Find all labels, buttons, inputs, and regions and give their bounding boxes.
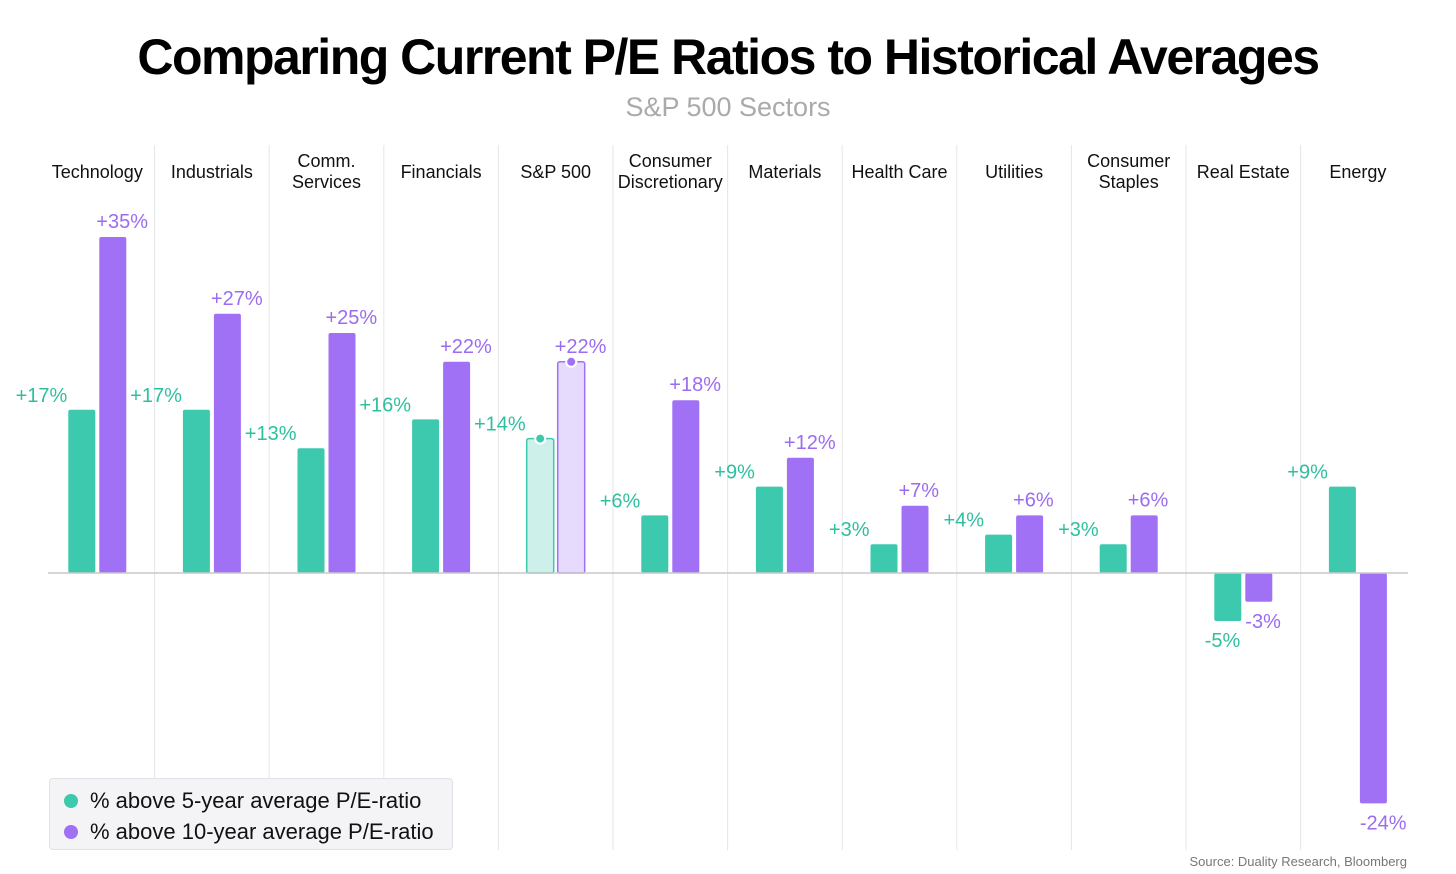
bar-5yr	[755, 486, 783, 573]
data-label: +6%	[1128, 489, 1169, 511]
bar-10yr	[213, 313, 241, 573]
bar-5yr	[412, 419, 440, 573]
data-label: +4%	[944, 510, 985, 532]
highlight-marker	[534, 432, 547, 445]
category-label: S&P 500	[520, 161, 592, 182]
category-label: Technology	[51, 161, 143, 182]
data-label: +6%	[600, 490, 641, 512]
legend-item-10yr: % above 10-year average P/E-ratio	[64, 816, 452, 847]
category-label: Materials	[748, 161, 822, 182]
data-label: +18%	[669, 374, 721, 396]
category-label: Energy	[1329, 161, 1387, 182]
bar-10yr	[443, 361, 471, 573]
highlight-marker	[565, 355, 578, 368]
legend: % above 5-year average P/E-ratio % above…	[49, 778, 453, 850]
data-label: +35%	[96, 211, 148, 233]
data-label: +27%	[211, 288, 263, 310]
data-label: +22%	[440, 336, 492, 358]
bar-10yr	[556, 361, 586, 574]
legend-label: % above 10-year average P/E-ratio	[90, 818, 434, 844]
bar-5yr	[525, 437, 555, 574]
bar-10yr	[786, 457, 814, 573]
bar-5yr	[1214, 573, 1242, 621]
bar-5yr	[297, 448, 325, 573]
bar-10yr	[1130, 515, 1158, 573]
bar-10yr	[1245, 573, 1273, 602]
data-label: +25%	[326, 307, 378, 329]
legend-swatch	[64, 824, 78, 839]
data-label: +9%	[1287, 462, 1328, 484]
bar-5yr	[985, 534, 1013, 573]
bar-5yr	[68, 409, 96, 573]
bar-5yr	[1328, 486, 1356, 573]
category-label: Utilities	[985, 161, 1044, 182]
data-label: +17%	[16, 385, 68, 407]
category-label: Financials	[400, 161, 482, 182]
data-label: +6%	[1013, 489, 1054, 511]
category-label: Real Estate	[1196, 161, 1290, 182]
category-label: Comm. Services	[291, 151, 362, 192]
category-label: Industrials	[170, 161, 253, 182]
bar-5yr	[1099, 544, 1127, 573]
bar-10yr	[99, 237, 127, 573]
data-label: +3%	[1058, 519, 1099, 541]
bar-10yr	[328, 333, 356, 573]
source-note: Source: Duality Research, Bloomberg	[1189, 854, 1408, 869]
data-label: +12%	[784, 432, 836, 454]
category-label: Consumer Staples	[1087, 151, 1171, 192]
bar-10yr	[901, 505, 929, 573]
bar-10yr	[672, 400, 700, 573]
legend-swatch	[64, 793, 78, 808]
legend-label: % above 5-year average P/E-ratio	[90, 787, 422, 813]
data-label: +3%	[829, 519, 870, 541]
data-label: +16%	[359, 394, 411, 416]
bar-10yr	[1016, 515, 1044, 573]
chart-title: Comparing Current P/E Ratios to Historic…	[137, 29, 1320, 85]
legend-item-5yr: % above 5-year average P/E-ratio	[64, 785, 452, 816]
category-label: Health Care	[851, 161, 948, 182]
data-label: +13%	[245, 423, 297, 445]
chart-subtitle: S&P 500 Sectors	[625, 92, 831, 122]
data-label: -24%	[1360, 812, 1407, 834]
bar-5yr	[182, 409, 210, 573]
data-label: +22%	[555, 336, 607, 358]
bar-5yr	[641, 515, 669, 573]
category-label: Consumer Discretionary	[617, 151, 723, 192]
data-label: +7%	[899, 480, 940, 502]
bar-5yr	[870, 544, 898, 573]
data-label: -5%	[1205, 630, 1241, 652]
bar-10yr	[1359, 573, 1387, 804]
data-label: -3%	[1245, 611, 1281, 633]
data-label: +9%	[714, 462, 755, 484]
data-label: +17%	[130, 385, 182, 407]
data-label: +14%	[474, 414, 526, 436]
